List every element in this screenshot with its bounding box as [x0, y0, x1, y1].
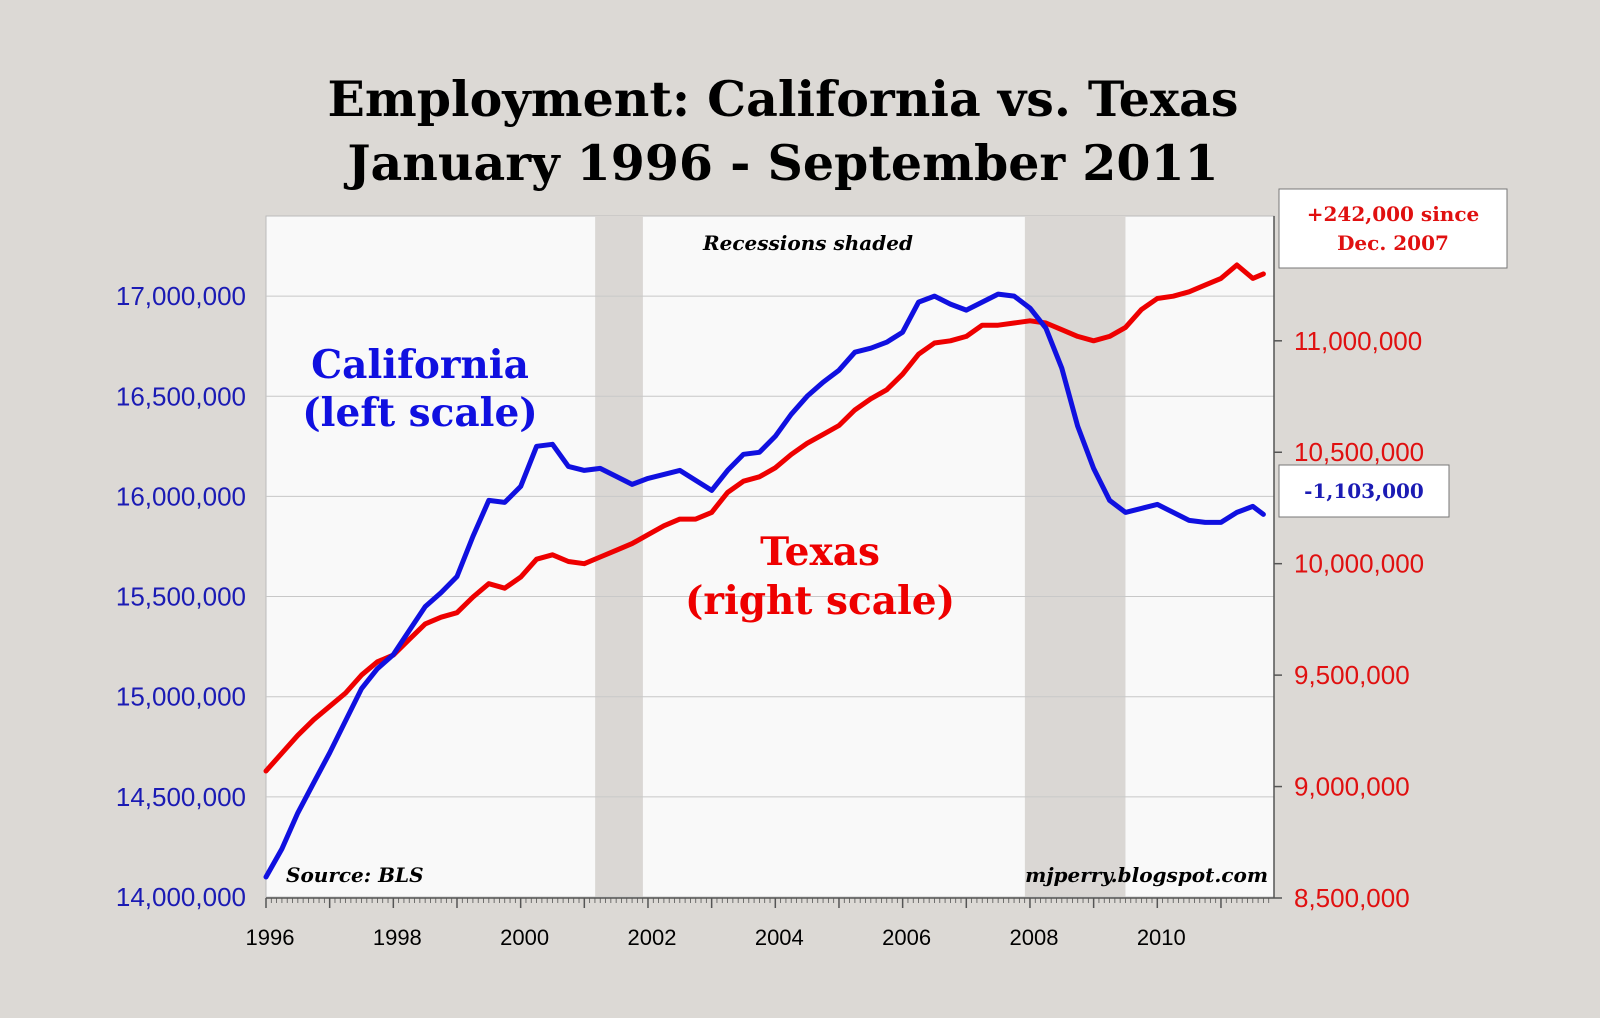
right-axis-tick-label: 9,500,000 — [1294, 660, 1410, 690]
right-axis-tick-label: 10,500,000 — [1294, 437, 1424, 467]
california-callout-text: -1,103,000 — [1304, 479, 1424, 503]
california-line — [263, 291, 1266, 880]
left-axis-tick-label: 15,500,000 — [116, 582, 246, 612]
site-note: mjperry.blogspot.com — [1025, 863, 1268, 887]
recessions-note: Recessions shaded — [702, 231, 913, 255]
left-axis-tick-label: 16,500,000 — [116, 381, 246, 411]
texas-callout: +242,000 since Dec. 2007 — [1278, 188, 1508, 269]
texas-line — [263, 262, 1266, 774]
right-axis-labels: 8,500,000 9,000,000 9,500,000 10,000,000 10,… — [1294, 326, 1424, 913]
left-axis-tick-label: 15,000,000 — [116, 682, 246, 712]
x-axis-labels: 1996 1998 2000 2002 2004 2006 2008 2010 — [246, 925, 1186, 950]
california-label-line1: California — [311, 342, 529, 388]
texas-callout-line1: +242,000 since — [1307, 202, 1479, 226]
left-axis-tick-label: 17,000,000 — [116, 281, 246, 311]
california-callout: -1,103,000 — [1278, 464, 1450, 518]
recession-shades — [595, 216, 1126, 898]
right-axis-tick-label: 11,000,000 — [1294, 326, 1422, 356]
x-axis-tick-label: 1998 — [373, 925, 422, 950]
chart-title-line1: Employment: California vs. Texas — [328, 70, 1239, 128]
x-axis-tick-label: 2002 — [628, 925, 677, 950]
axis-ticks — [265, 340, 1282, 908]
right-axis-tick-label: 10,000,000 — [1294, 549, 1424, 579]
x-axis-tick-label: 2000 — [500, 925, 549, 950]
texas-label-line2: (right scale) — [685, 578, 955, 624]
x-axis-tick-label: 2008 — [1009, 925, 1058, 950]
chart-title-line2: January 1996 - September 2011 — [343, 134, 1218, 192]
california-label-line2: (left scale) — [302, 390, 538, 436]
source-note: Source: BLS — [286, 863, 424, 887]
left-axis-tick-label: 14,500,000 — [116, 782, 246, 812]
x-axis-tick-label: 2006 — [882, 925, 931, 950]
left-axis-tick-label: 14,000,000 — [116, 882, 246, 912]
texas-callout-line2: Dec. 2007 — [1337, 231, 1449, 255]
left-axis-labels: 14,000,000 14,500,000 15,000,000 15,500,000… — [116, 281, 246, 912]
left-axis-tick-label: 16,000,000 — [116, 481, 246, 511]
x-axis-tick-label: 2010 — [1137, 925, 1186, 950]
right-axis-tick-label: 9,000,000 — [1294, 772, 1410, 802]
x-axis-tick-label: 2004 — [755, 925, 804, 950]
texas-label-line1: Texas — [760, 529, 880, 575]
recession-shade-2 — [1024, 216, 1126, 898]
x-axis-tick-label: 1996 — [246, 925, 295, 950]
right-axis-tick-label: 8,500,000 — [1294, 883, 1410, 913]
